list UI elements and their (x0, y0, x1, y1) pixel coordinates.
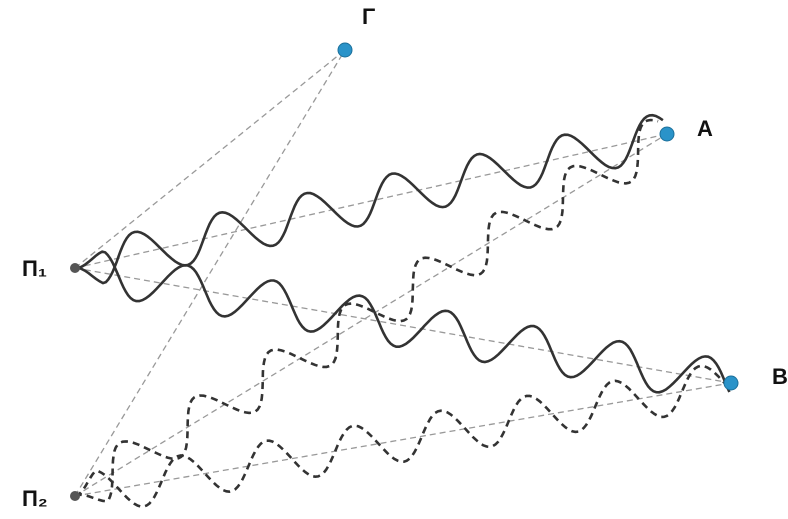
ray (74, 49, 346, 497)
source-point (70, 491, 80, 501)
ray (74, 267, 732, 384)
wave (74, 113, 664, 285)
node-label: B (772, 364, 788, 389)
wave (74, 118, 659, 503)
point (659, 126, 675, 142)
node-label: Π₂ (22, 486, 48, 511)
wave (74, 364, 731, 508)
ray (74, 133, 668, 269)
node-label: Γ (362, 4, 375, 29)
rays (74, 49, 732, 497)
source-point (70, 263, 80, 273)
waves (74, 113, 731, 508)
ray (74, 49, 346, 269)
point (723, 375, 739, 391)
node-label: Π₁ (22, 256, 47, 281)
ray (74, 133, 668, 497)
ray (74, 382, 732, 497)
wave (75, 250, 731, 394)
node-label: A (697, 116, 713, 141)
point (337, 42, 353, 58)
